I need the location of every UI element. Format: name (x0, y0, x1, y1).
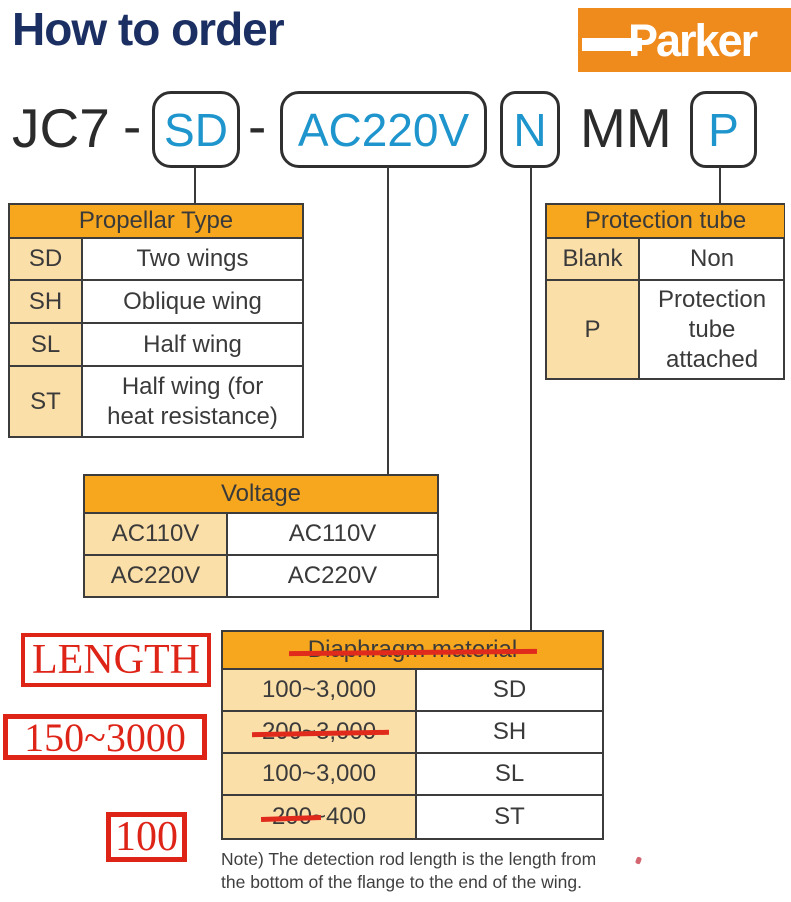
table-cell-code: P (547, 281, 640, 378)
table-cell-desc: AC110V (228, 514, 437, 556)
table-cell-code: SL (10, 324, 83, 367)
table-cell-desc: Two wings (83, 239, 302, 281)
propellar-code-box: SD (152, 91, 240, 168)
red-mark-dot (634, 856, 643, 865)
code-separator-1: - (123, 95, 142, 157)
table-cell-desc: Oblique wing (83, 281, 302, 324)
table-cell-desc: Non (640, 239, 785, 281)
table-cell-code: SH (10, 281, 83, 324)
connector-line-diaphragm (530, 167, 532, 630)
table-cell-code: ST (10, 367, 83, 436)
voltage-code-box: AC220V (280, 91, 487, 168)
table-cell-desc: Protection tube attached (658, 285, 767, 373)
annotation-length-box: LENGTH (21, 633, 211, 687)
table-cell-code: AC220V (85, 556, 228, 596)
table-cell-range: 100~3,000 (223, 670, 417, 712)
table-header: Voltage (85, 476, 437, 514)
diaphragm-code-box: N (500, 91, 560, 168)
parker-logo: Parker (578, 8, 791, 72)
protection-table: Protection tube Blank Non P Protection t… (545, 203, 785, 380)
table-cell-code: SD (10, 239, 83, 281)
table-cell-range: 100~3,000 (223, 754, 417, 796)
length-code-label: MM (580, 97, 672, 159)
connector-line-propellar (194, 167, 196, 203)
page-title: How to order (12, 3, 285, 55)
model-prefix: JC7 (12, 97, 110, 159)
connector-line-voltage (387, 167, 389, 474)
table-cell-code: AC110V (85, 514, 228, 556)
range-rest-part: ~400 (311, 803, 367, 830)
annotation-range-box: 150~3000 (3, 714, 207, 760)
table-cell-desc: AC220V (287, 562, 378, 589)
logo-dash-icon (582, 38, 642, 51)
table-cell-desc: Half wing (for heat resistance) (107, 372, 278, 430)
code-separator-2: - (248, 95, 267, 157)
protection-code-box: P (690, 91, 757, 168)
table-cell-code: SH (417, 712, 602, 754)
table-cell-code: SL (417, 754, 602, 796)
table-cell-code: Blank (547, 239, 640, 281)
table-header: Propellar Type (10, 205, 302, 239)
table-cell-desc: Half wing (83, 324, 302, 367)
connector-line-protection (719, 167, 721, 203)
logo-wordmark: Parker (628, 15, 758, 66)
table-cell-code: ST (494, 803, 525, 830)
table-header: Protection tube (547, 205, 785, 239)
note-text: Note) The detection rod length is the le… (221, 849, 597, 893)
voltage-table: Voltage AC110V AC110V AC220V AC220V (83, 474, 439, 598)
annotation-min-box: 100 (106, 812, 187, 862)
table-cell-code: SD (417, 670, 602, 712)
propellar-table: Propellar Type SD Two wings SH Oblique w… (8, 203, 304, 438)
